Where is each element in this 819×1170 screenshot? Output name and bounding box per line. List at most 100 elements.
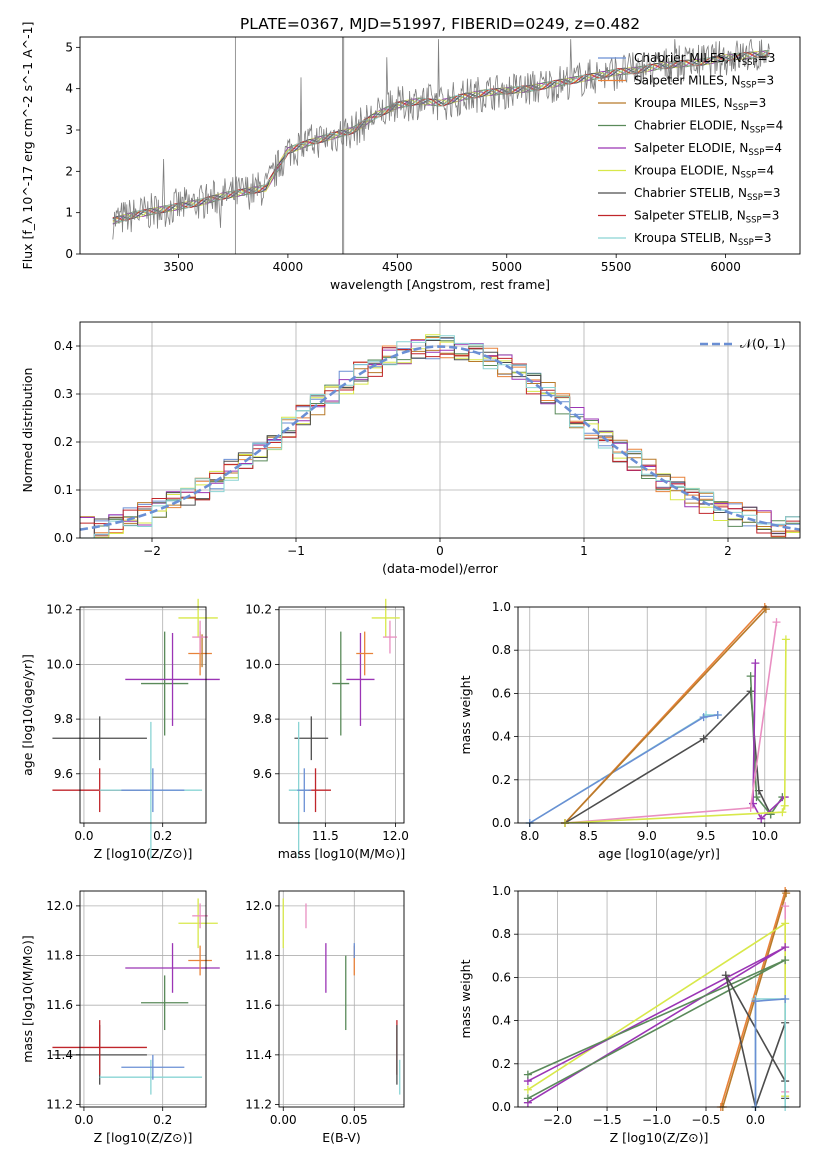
x-tick-label: 6000 [710, 260, 741, 274]
y-tick-label: 11.6 [245, 998, 272, 1012]
mass-weight-marker [761, 605, 770, 614]
mass-weight-line [564, 621, 778, 824]
x-tick-label: −2 [143, 544, 161, 558]
legend-label: Chabrier MILES, NSSP=3 [634, 51, 775, 68]
y-tick-label: 11.8 [46, 949, 73, 963]
y-tick-label: 12.0 [245, 899, 272, 913]
mass-weight-marker [721, 971, 730, 980]
legend-label: Kroupa STELIB, NSSP=3 [634, 231, 772, 248]
mass-weight-marker [772, 618, 781, 627]
x-tick-label: 0.05 [341, 1113, 368, 1127]
x-tick-label: 0.2 [153, 1113, 172, 1127]
legend-normal-label: 𝒩(0, 1) [740, 336, 786, 351]
x-axis-label: mass [log10(M/M⊙)] [278, 846, 406, 861]
y-tick-label: 0.2 [492, 1057, 511, 1071]
axes-frame [79, 36, 801, 255]
x-tick-label: 4500 [382, 260, 413, 274]
y-tick-label: 0.4 [54, 339, 73, 353]
y-axis-label: mass weight [458, 675, 473, 754]
x-tick-label: 0 [436, 544, 444, 558]
mass-weight-marker [781, 943, 790, 952]
mass-weight-marker [523, 1094, 532, 1103]
y-tick-label: 10.0 [245, 657, 272, 671]
x-tick-label: 12.0 [382, 829, 409, 843]
y-tick-label: 2 [65, 164, 73, 178]
normal-reference-curve [79, 345, 801, 531]
y-tick-label: 1 [65, 206, 73, 220]
residual-histogram [80, 335, 800, 539]
legend-label: Salpeter MILES, NSSP=3 [634, 74, 774, 91]
x-tick-label: 3500 [163, 260, 194, 274]
mass-weight-marker [751, 997, 760, 1006]
x-tick-label: 8.0 [520, 829, 539, 843]
y-tick-label: 12.0 [46, 899, 73, 913]
figure-title: PLATE=0367, MJD=51997, FIBERID=0249, z=0… [240, 15, 640, 33]
y-tick-label: 0.2 [54, 435, 73, 449]
y-axis-label: Normed distribution [20, 368, 35, 493]
y-tick-label: 4 [65, 82, 73, 96]
data-layer [52, 37, 801, 1111]
residual-histogram [80, 334, 800, 539]
x-tick-label: 0.0 [74, 1113, 93, 1127]
mass-weight-marker [751, 659, 760, 668]
y-tick-label: 9.8 [54, 712, 73, 726]
y-tick-label: 0.0 [492, 1100, 511, 1114]
x-tick-label: 0.0 [746, 1113, 765, 1127]
x-tick-label: 2 [724, 544, 732, 558]
legend-layer: Chabrier MILES, NSSP=3 Salpeter MILES, NS… [598, 51, 786, 351]
y-axis-label: mass [log10(M/M⊙)] [20, 935, 35, 1063]
y-tick-label: 0.3 [54, 387, 73, 401]
mass-weight-line [564, 608, 767, 824]
y-tick-label: 0.0 [492, 816, 511, 830]
mass-weight-marker [746, 803, 755, 812]
legend-label: Chabrier STELIB, NSSP=3 [634, 186, 781, 203]
y-tick-label: 1.0 [492, 884, 511, 898]
x-tick-label: 5000 [491, 260, 522, 274]
x-tick-label: 10.0 [751, 829, 778, 843]
mass-weight-line [529, 714, 718, 824]
y-tick-label: 0.4 [492, 730, 511, 744]
x-tick-label: 0.0 [74, 829, 93, 843]
x-axis-label: (data-model)/error [382, 561, 499, 576]
mass-weight-line [529, 714, 718, 824]
x-tick-label: 0.00 [270, 1113, 297, 1127]
mass-weight-marker [523, 1070, 532, 1079]
axes-frame [278, 606, 405, 824]
mass-weight-marker [699, 713, 708, 722]
x-axis-label: wavelength [Angstrom, rest frame] [330, 277, 550, 292]
axes-frame [79, 606, 207, 824]
legend-label: Kroupa ELODIE, NSSP=4 [634, 164, 774, 181]
y-tick-label: 10.2 [245, 603, 272, 617]
mass-weight-marker [778, 808, 787, 817]
x-axis-label: age [log10(age/yr)] [598, 846, 720, 861]
legend-label: Salpeter STELIB, NSSP=3 [634, 209, 779, 226]
y-tick-label: 3 [65, 123, 73, 137]
x-tick-label: 4000 [273, 260, 304, 274]
y-tick-label: 0.0 [54, 531, 73, 545]
legend-label: Chabrier ELODIE, NSSP=4 [634, 119, 783, 136]
mass-weight-marker [523, 1085, 532, 1094]
residual-histogram [80, 347, 800, 537]
mass-weight-marker [781, 995, 790, 1003]
y-tick-label: 0.8 [492, 643, 511, 657]
x-tick-label: 11.5 [312, 829, 339, 843]
mass-weight-marker [713, 711, 722, 719]
grid-layer [80, 322, 800, 1108]
y-tick-label: 11.2 [46, 1098, 73, 1112]
x-tick-label: 9.5 [696, 829, 715, 843]
mass-weight-marker [757, 814, 766, 823]
y-tick-label: 11.2 [245, 1098, 272, 1112]
mass-weight-marker [699, 734, 708, 743]
axes-frame [517, 890, 801, 1108]
y-tick-label: 11.6 [46, 998, 73, 1012]
mass-weight-marker [782, 889, 791, 898]
x-tick-label: 9.0 [638, 829, 657, 843]
y-tick-label: 1.0 [492, 600, 511, 614]
y-tick-label: 9.6 [253, 767, 272, 781]
y-tick-label: 11.4 [245, 1048, 272, 1062]
y-tick-label: 0.8 [492, 927, 511, 941]
mass-weight-marker [766, 810, 775, 819]
legend-label: Salpeter ELODIE, NSSP=4 [634, 141, 782, 158]
x-axis-label: E(B-V) [322, 1130, 361, 1145]
